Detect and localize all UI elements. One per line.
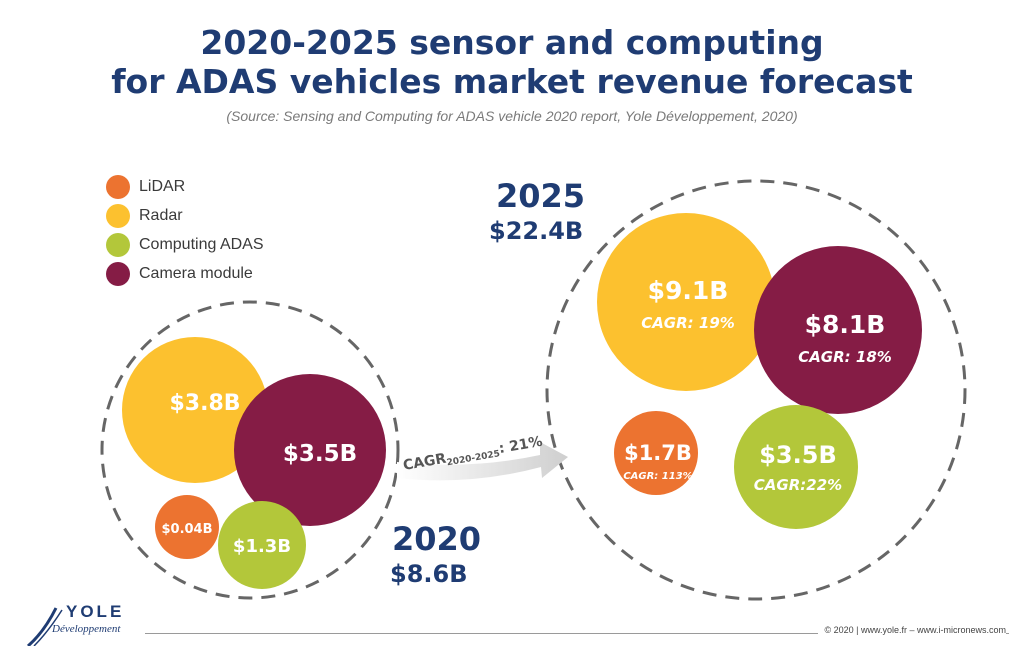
cagr-label-2025-radar: CAGR: 19% xyxy=(641,314,735,332)
footer-copyright: © 2020 | www.yole.fr – www.i-micronews.c… xyxy=(818,625,1006,635)
value-label-2020-lidar: $0.04B xyxy=(161,522,212,537)
legend-swatch-radar xyxy=(106,203,130,228)
value-label-2025-computing-adas: $3.5B xyxy=(759,441,837,469)
logo-name: YOLE xyxy=(66,602,125,621)
legend-label-computing-adas: Computing ADAS xyxy=(139,235,264,253)
legend-swatch-computing-adas xyxy=(106,232,130,257)
growth-arrow xyxy=(397,442,568,481)
bubble-2025-computing-adas xyxy=(734,405,858,529)
bubble-2020-lidar xyxy=(155,495,219,559)
total-label-2020: $8.6B xyxy=(390,560,468,588)
legend-swatch-lidar xyxy=(106,174,130,199)
legend-label-radar: Radar xyxy=(139,206,183,224)
legend-label-lidar: LiDAR xyxy=(139,177,186,195)
value-label-2025-camera-module: $8.1B xyxy=(805,310,886,339)
yole-logo: YOLE Développement xyxy=(22,602,152,652)
bubble-2020-radar xyxy=(122,337,268,483)
source-note: (Source: Sensing and Computing for ADAS … xyxy=(226,108,798,124)
year-label-2025: 2025 xyxy=(496,177,585,215)
legend-swatch-camera-module xyxy=(106,261,130,286)
bubble-2020-computing-adas xyxy=(218,501,306,589)
value-label-2025-radar: $9.1B xyxy=(648,276,729,305)
legend-item-camera-module: Camera module xyxy=(106,259,264,288)
group-2025: $9.1B CAGR: 19% $8.1B CAGR: 18% $1.7B CA… xyxy=(597,213,922,529)
chart-title-line-1: 2020-2025 sensor and computing xyxy=(200,23,824,62)
total-label-2025: $22.4B xyxy=(489,217,583,245)
legend-item-radar: Radar xyxy=(106,201,264,230)
yole-logo-mark-icon xyxy=(27,607,63,646)
bubble-2025-camera-module xyxy=(754,246,922,414)
cagr-label-2025-lidar: CAGR: 113% xyxy=(623,471,692,482)
legend-item-lidar: LiDAR xyxy=(106,172,264,201)
cagr-label-2025-camera-module: CAGR: 18% xyxy=(798,348,892,366)
logo-subtitle: Développement xyxy=(52,623,121,635)
legend: LiDAR Radar Computing ADAS Camera module xyxy=(106,172,264,288)
bubble-2025-lidar xyxy=(614,411,698,495)
legend-label-camera-module: Camera module xyxy=(139,264,253,282)
legend-item-computing-adas: Computing ADAS xyxy=(106,230,264,259)
group-outline-2025 xyxy=(545,179,967,601)
footer-divider xyxy=(145,633,1009,634)
bubble-2025-radar xyxy=(597,213,775,391)
value-label-2020-radar: $3.8B xyxy=(169,391,240,416)
bubble-2020-camera-module xyxy=(234,374,386,526)
group-outline-2020 xyxy=(100,300,400,600)
value-label-2020-camera-module: $3.5B xyxy=(283,441,357,467)
cagr-label-2025-computing-adas: CAGR:22% xyxy=(754,476,842,494)
group-2020: $3.8B $3.5B $0.04B $1.3B xyxy=(122,337,386,589)
value-label-2020-computing-adas: $1.3B xyxy=(233,536,291,557)
chart-title-line-2: for ADAS vehicles market revenue forecas… xyxy=(111,62,913,101)
value-label-2025-lidar: $1.7B xyxy=(624,441,692,465)
year-label-2020: 2020 xyxy=(392,520,481,558)
